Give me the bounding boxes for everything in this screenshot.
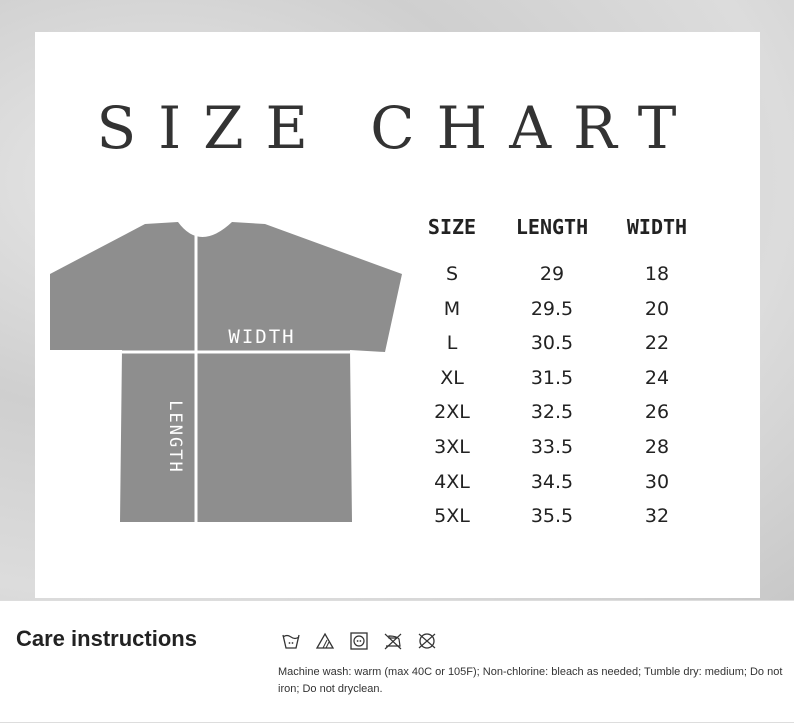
cell-size: 5XL <box>434 505 470 528</box>
cell-size: XL <box>440 366 464 389</box>
non-chlorine-bleach-icon <box>315 632 335 649</box>
divider <box>0 722 794 723</box>
cell-width: 28 <box>644 436 670 458</box>
cell-width: 26 <box>644 401 670 424</box>
length-label: LENGTH <box>165 400 185 473</box>
size-chart-title: SIZE CHART <box>96 94 699 162</box>
cell-size: L <box>446 332 458 355</box>
wash-warm-icon <box>282 634 300 649</box>
header-size: SIZE <box>427 215 477 239</box>
cell-width: 20 <box>644 297 670 320</box>
care-instructions-text: Machine wash: warm (max 40C or 105F); No… <box>278 666 783 695</box>
cell-length: 30.5 <box>530 332 574 355</box>
cell-size: 2XL <box>434 401 470 424</box>
cell-width: 18 <box>644 263 670 285</box>
do-not-iron-icon <box>384 633 402 650</box>
cell-width: 30 <box>644 470 670 493</box>
cell-size: 3XL <box>434 436 470 458</box>
cell-length: 35.5 <box>530 505 574 528</box>
care-icons <box>281 631 437 651</box>
cell-width: 22 <box>644 332 670 355</box>
divider <box>0 600 794 601</box>
cell-length: 29 <box>539 263 565 285</box>
cell-length: 31.5 <box>530 366 574 389</box>
size-chart-card: SIZE CHART WIDTH LENGTH SIZE LENGTH WIDTH S… <box>35 32 760 598</box>
care-instructions-heading: Care instructions <box>16 626 197 651</box>
cell-length: 34.5 <box>530 470 574 493</box>
do-not-dryclean-icon <box>418 633 436 649</box>
cell-length: 32.5 <box>530 401 574 424</box>
tshirt-diagram: WIDTH LENGTH <box>50 222 402 522</box>
cell-length: 33.5 <box>530 436 574 458</box>
tumble-dry-medium-icon <box>350 632 368 650</box>
header-length: LENGTH <box>515 215 589 239</box>
cell-size: S <box>445 263 459 285</box>
cell-size: 4XL <box>434 470 470 493</box>
header-width: WIDTH <box>626 215 688 239</box>
cell-length: 29.5 <box>530 297 574 320</box>
cell-width: 32 <box>644 505 670 528</box>
cell-width: 24 <box>644 366 670 389</box>
cell-size: M <box>443 297 461 320</box>
width-label: WIDTH <box>228 326 295 348</box>
